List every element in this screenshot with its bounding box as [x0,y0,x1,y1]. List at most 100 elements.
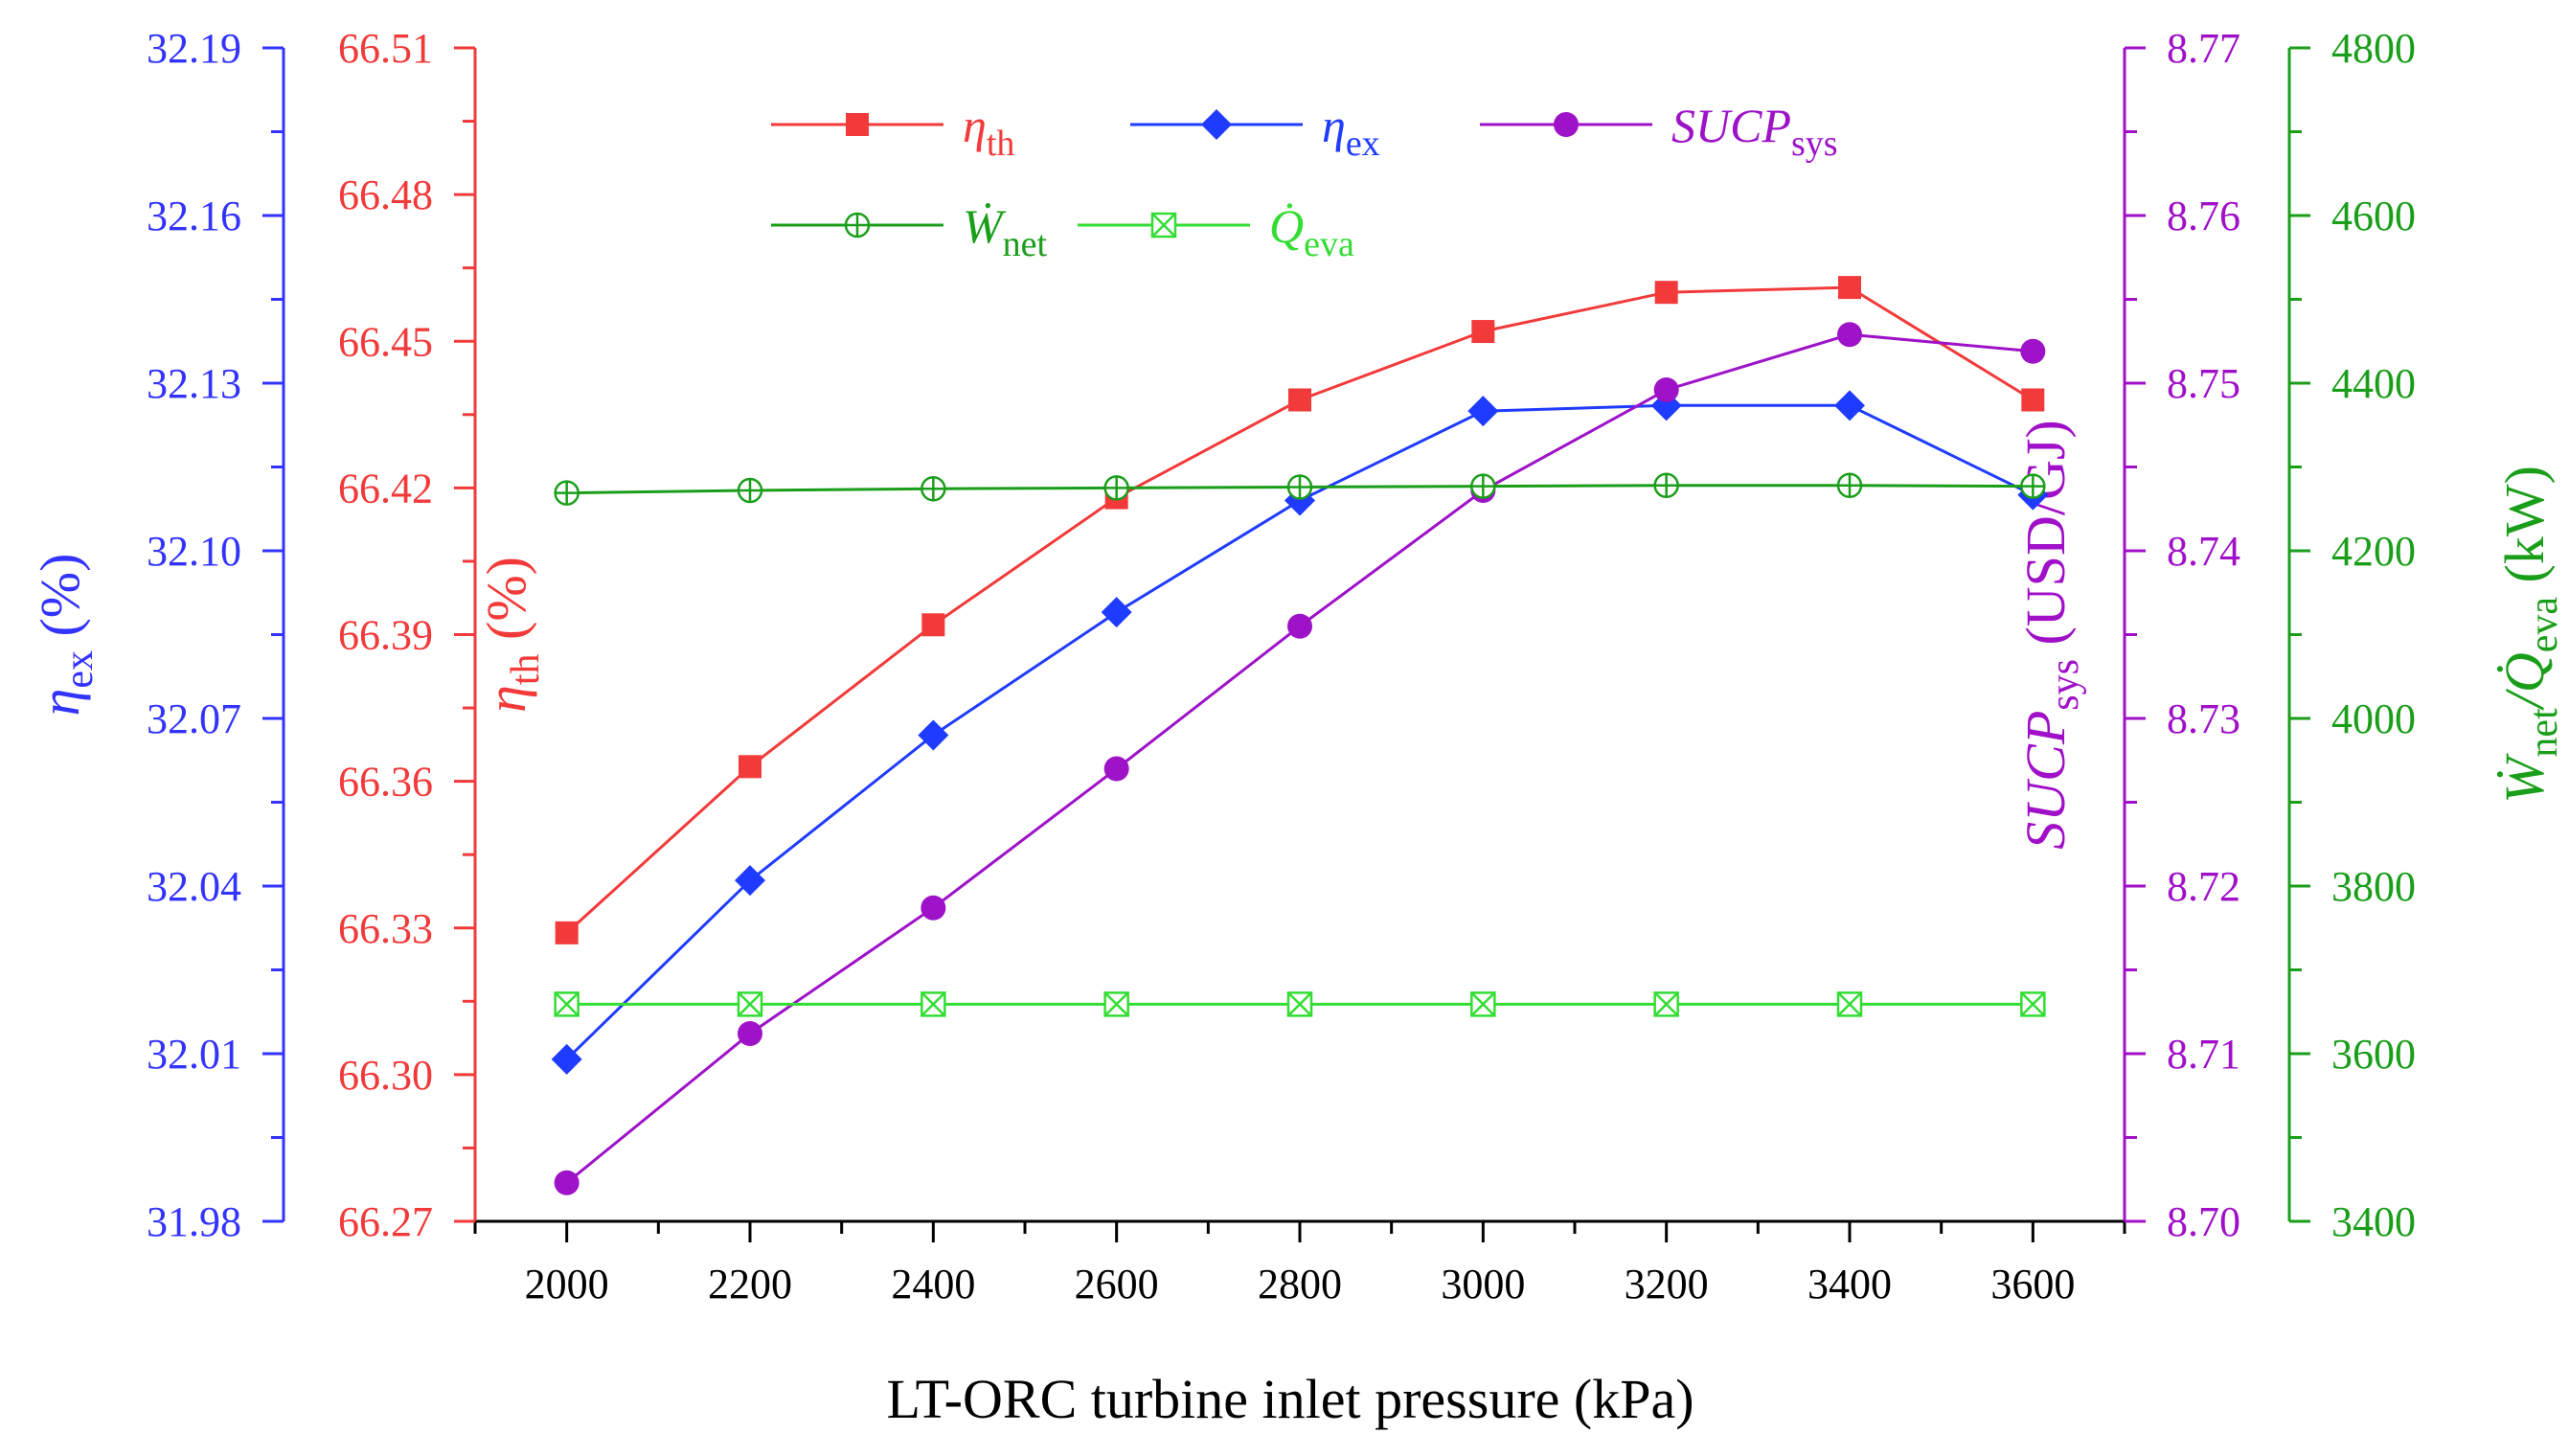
eta_ex-tick-label: 32.10 [147,528,241,575]
legend-item-net: Ẇnet [771,199,1048,264]
data-point-net [737,477,763,504]
power-axis-title: Ẇnet/Q̇eva (kW) [2493,466,2566,804]
x-tick-label: 2400 [891,1261,975,1308]
data-point-sys [1103,756,1129,782]
data-point-eva [1653,991,1679,1017]
data-point-th [2021,388,2045,412]
data-point-sys [1287,613,1312,639]
data-point-eva [1470,991,1496,1017]
eta_th-tick-label: 66.39 [338,612,433,659]
series-layer [551,276,2049,1195]
sucp-tick-label: 8.71 [2167,1031,2240,1078]
data-point-net [1653,472,1679,498]
power-tick-label: 3600 [2331,1031,2416,1078]
data-point-net [554,480,580,506]
x-tick-label: 2800 [1258,1261,1342,1308]
eta_ex-tick-label: 32.07 [147,695,241,742]
legend-label: ηth [963,99,1014,164]
power-tick-label: 4400 [2331,360,2416,407]
legend-marker [1150,212,1177,239]
eta_th-tick-label: 66.45 [338,318,433,365]
data-point-th [1288,388,1311,412]
eta_ex-tick-label: 32.16 [147,193,241,239]
legend-marker [844,212,871,239]
legend: ηth ηex SUCPsys Ẇnet Q̇eva [771,99,1838,264]
data-point-th [1471,320,1495,344]
eta_th-tick-label: 66.33 [338,905,433,952]
sucp-tick-label: 8.72 [2167,863,2240,910]
legend-item-ex: ηex [1130,99,1380,164]
legend-marker [1201,109,1232,140]
data-point-eva [2020,991,2046,1017]
data-point-ex [918,719,949,751]
eta_ex-tick-label: 32.19 [147,25,241,72]
eta_ex-tick-label: 32.01 [147,1031,241,1078]
data-point-eva [921,991,946,1017]
data-point-th [1838,276,1861,300]
x-tick-label: 3400 [1807,1261,1892,1308]
eta_th-tick-label: 66.48 [338,171,433,218]
eta_ex-axis-title: ηex (%) [29,554,102,717]
data-point-sys [554,1170,580,1195]
legend-label: Ẇnet [963,199,1048,264]
x-tick-label: 3200 [1625,1261,1709,1308]
data-point-sys [1653,377,1679,402]
data-point-eva [554,991,580,1017]
eta_ex-tick-label: 32.04 [147,863,241,910]
data-point-th [555,921,579,944]
data-point-ex [1467,396,1499,427]
data-point-eva [1836,991,1863,1017]
sucp-tick-label: 8.73 [2167,695,2240,742]
eta_th-tick-label: 66.36 [338,759,433,806]
eta_th-tick-label: 66.51 [338,25,433,72]
data-point-net [1103,475,1129,501]
data-point-ex [735,865,765,897]
axes-layer: 2000 2200 2400 2600 2800 3000 3200 3400 3600 LT-O… [29,25,2566,1430]
legend-marker [1554,112,1579,137]
eta_ex-tick-label: 32.13 [147,360,241,407]
x-tick-label: 3600 [1990,1261,2075,1308]
sucp-tick-label: 8.77 [2167,25,2240,72]
power-tick-label: 4800 [2331,25,2416,72]
legend-item-th: ηth [771,99,1014,164]
series-line-th [565,285,2035,935]
power-tick-label: 4200 [2331,528,2416,575]
x-tick-label: 2000 [525,1261,609,1308]
legend-label: ηex [1322,99,1380,164]
power-tick-label: 3400 [2331,1198,2416,1245]
sucp-tick-label: 8.76 [2167,193,2240,239]
data-point-net [1286,474,1313,500]
data-point-eva [1286,991,1313,1017]
data-point-net [921,476,946,502]
legend-marker [846,113,869,136]
power-tick-label: 3800 [2331,863,2416,910]
legend-item-sys: SUCPsys [1480,99,1838,164]
series-line-sys [565,332,2034,1184]
data-point-th [1654,281,1678,305]
data-point-th [739,755,762,779]
power-tick-label: 4000 [2331,695,2416,742]
eta_th-tick-label: 66.27 [338,1198,433,1245]
data-point-net [2020,473,2046,499]
data-point-ex [1834,390,1865,421]
eta_th-tick-label: 66.42 [338,465,433,512]
data-point-eva [737,991,763,1017]
legend-label: SUCPsys [1671,99,1838,164]
sucp-tick-label: 8.75 [2167,360,2240,407]
data-point-eva [1103,991,1129,1017]
sucp-tick-label: 8.74 [2167,528,2240,575]
x-tick-label: 2200 [708,1261,792,1308]
legend-item-eva: Q̇eva [1078,199,1354,264]
data-point-ex [551,1043,582,1075]
x-tick-label: 2600 [1075,1261,1159,1308]
legend-label: Q̇eva [1269,199,1354,264]
data-point-ex [1101,597,1132,628]
power-tick-label: 4600 [2331,193,2416,239]
eta_th-tick-label: 66.30 [338,1052,433,1099]
data-point-net [1470,473,1496,499]
sucp-tick-label: 8.70 [2167,1198,2240,1245]
data-point-sys [921,895,946,921]
eta_th-axis-title: ηth (%) [475,557,548,713]
data-point-sys [1837,322,1862,348]
